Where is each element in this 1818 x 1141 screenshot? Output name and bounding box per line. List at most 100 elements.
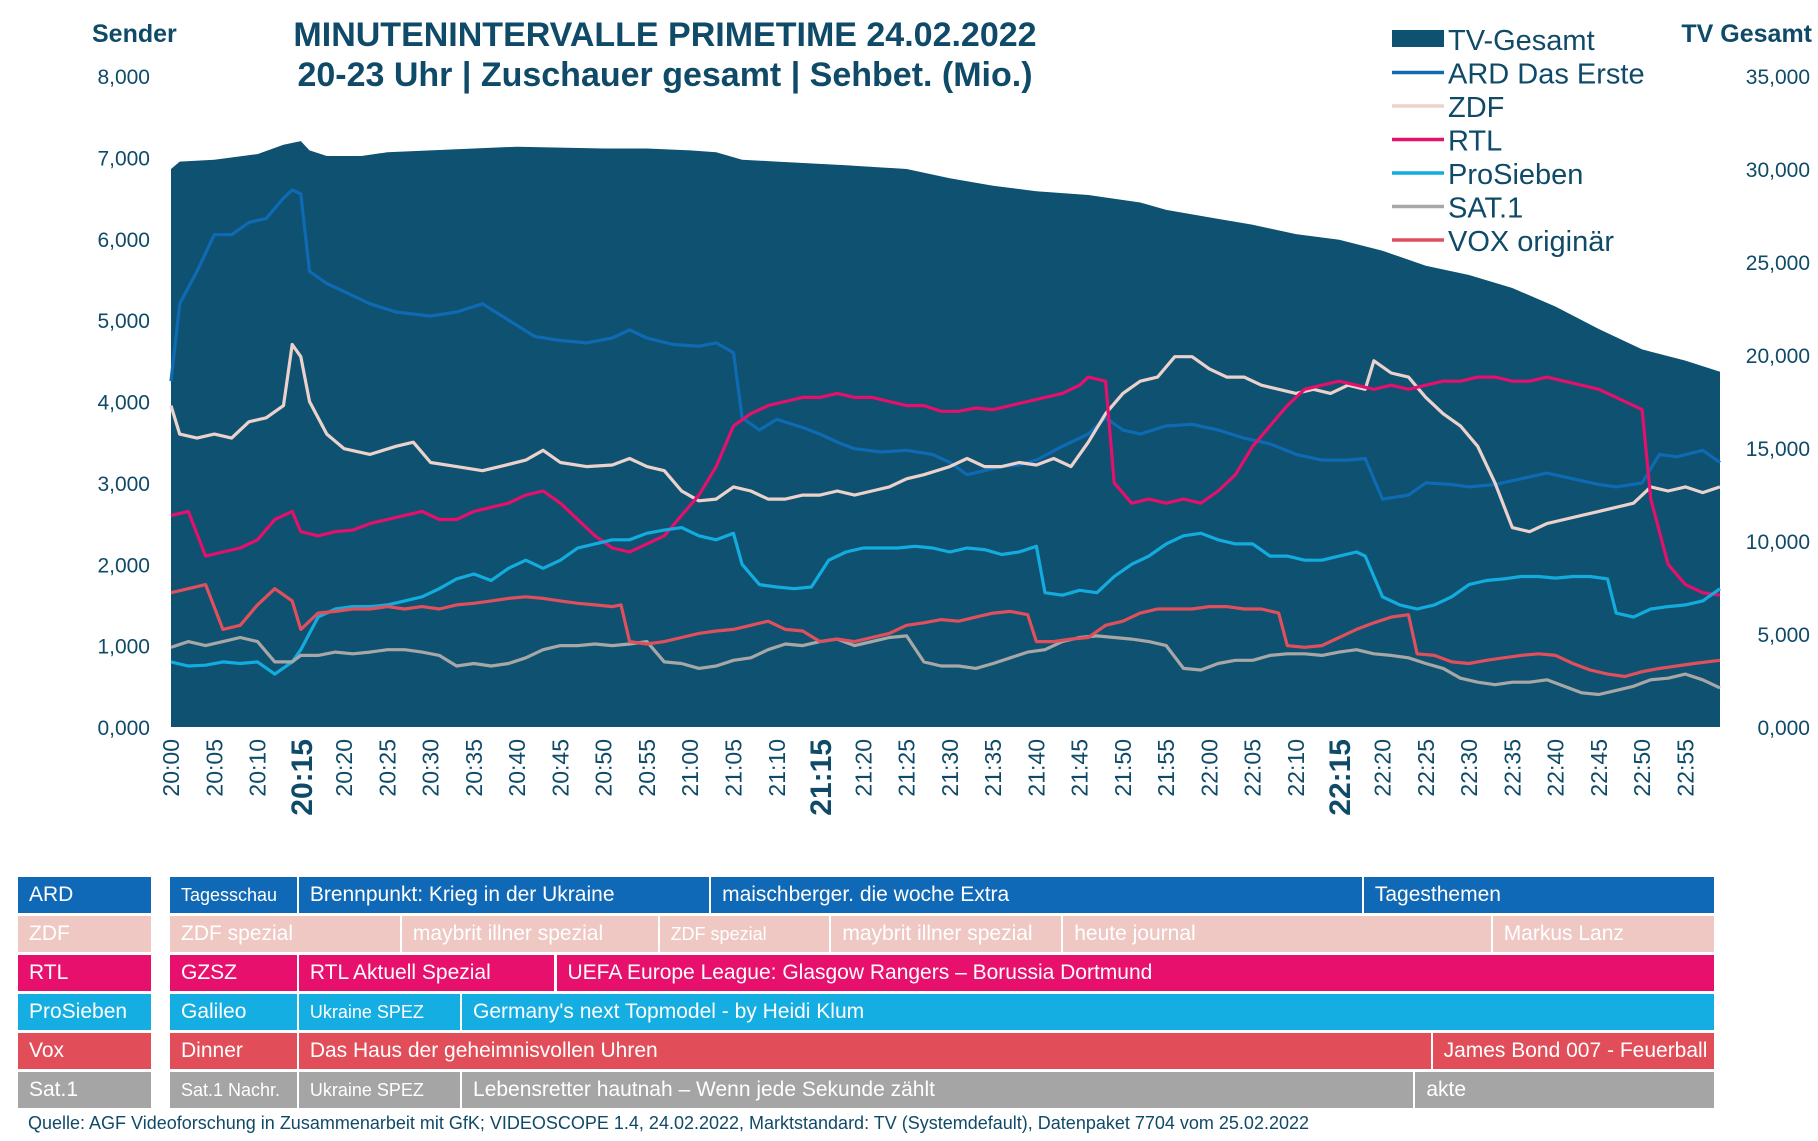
x-tick-label: 21:40 — [1023, 739, 1049, 797]
program-block: Brennpunkt: Krieg in der Ukraine — [298, 877, 710, 913]
y-left-tick-label: 1,000 — [97, 636, 150, 659]
series-line-prosieben — [170, 525, 1721, 676]
channel-label: RTL — [18, 955, 151, 991]
x-tick-label: 22:40 — [1543, 739, 1569, 797]
y-right-tick-label: 5,000 — [1757, 624, 1810, 647]
channel-label: ARD — [18, 877, 151, 913]
x-tick-label: 22:20 — [1370, 739, 1396, 797]
program-block: ZDF spezial — [659, 916, 830, 952]
legend-label-zdf: ZDF — [1448, 92, 1504, 124]
y-left-tick-label: 3,000 — [97, 473, 150, 496]
series-line-vox-origin-r — [170, 582, 1721, 679]
legend-label-vox-origin-r: VOX originär — [1448, 226, 1614, 258]
x-tick-label: 22:35 — [1499, 739, 1525, 797]
program-block: Tagesschau — [170, 877, 297, 913]
chart-title: MINUTENINTERVALLE PRIMETIME 24.02.2022 — [293, 16, 1036, 54]
y-right-tick-label: 30,000 — [1746, 159, 1810, 182]
program-block: Markus Lanz — [1492, 916, 1714, 952]
program-block: Sat.1 Nachr. — [170, 1072, 297, 1108]
y-left-axis: 0,000 1,000 2,000 3,000 4,000 5,000 6,000 7,000… — [97, 66, 150, 740]
schedule-row-prosieben: ProSieben Galileo Ukraine SPEZ Germany's ne… — [18, 994, 1716, 1030]
y-right-tick-label: 25,000 — [1746, 252, 1810, 275]
program-block: UEFA Europe League: Glasgow Rangers – Bo… — [556, 955, 1714, 991]
program-block: James Bond 007 - Feuerball — [1432, 1033, 1714, 1069]
channel-label: Sat.1 — [18, 1072, 151, 1108]
y-right-tick-label: 20,000 — [1746, 345, 1810, 368]
legend-label-sat-1: SAT.1 — [1448, 193, 1523, 225]
program-block: Das Haus der geheimnisvollen Uhren — [298, 1033, 1431, 1069]
y-right-axis-title: TV Gesamt — [1681, 20, 1812, 48]
channel-label: ZDF — [18, 916, 151, 952]
schedule-row-rtl: RTL GZSZ RTL Aktuell Spezial UEFA Europe Le… — [18, 955, 1716, 991]
y-right-axis: 0,000 5,000 10,000 15,000 20,000 25,000 30,000… — [1746, 66, 1810, 740]
legend-label-rtl: RTL — [1448, 126, 1502, 158]
source-note: Quelle: AGF Videoforschung in Zusammenar… — [28, 1113, 1309, 1133]
series-line-zdf — [169, 342, 1721, 534]
x-tick-label: 21:25 — [894, 739, 920, 797]
y-right-tick-label: 35,000 — [1746, 66, 1810, 89]
x-tick-label: 20:10 — [245, 739, 271, 797]
x-tick-label: 21:55 — [1153, 739, 1179, 797]
program-block: heute journal — [1063, 916, 1491, 952]
program-block: Ukraine SPEZ — [298, 994, 461, 1030]
y-left-tick-label: 2,000 — [97, 554, 150, 577]
program-block: maischberger. die woche Extra — [711, 877, 1362, 913]
y-left-tick-label: 8,000 — [97, 66, 150, 89]
x-tick-label: 20:15 — [286, 739, 319, 816]
y-left-axis-title: Sender — [92, 20, 177, 48]
x-tick-label: 22:15 — [1324, 739, 1357, 816]
x-tick-label: 20:50 — [591, 739, 617, 797]
x-tick-label: 20:35 — [461, 739, 487, 797]
x-tick-label: 21:30 — [937, 739, 963, 797]
program-block: GZSZ — [170, 955, 297, 991]
program-block: Lebensretter hautnah – Wenn jede Sekunde… — [462, 1072, 1414, 1108]
x-tick-label: 22:45 — [1586, 739, 1612, 797]
plot-area — [169, 141, 1721, 728]
series-line-rtl — [170, 375, 1721, 597]
y-left-tick-label: 6,000 — [97, 229, 150, 252]
program-block: Ukraine SPEZ — [298, 1072, 461, 1108]
program-block: maybrit illner spezial — [401, 916, 658, 952]
y-left-tick-label: 7,000 — [97, 147, 150, 170]
program-block: Galileo — [170, 994, 297, 1030]
x-tick-label: 21:45 — [1067, 739, 1093, 797]
x-tick-label: 20:30 — [418, 739, 444, 797]
x-tick-label: 22:30 — [1456, 739, 1482, 797]
x-tick-label: 21:50 — [1110, 739, 1136, 797]
x-tick-label: 22:55 — [1672, 739, 1698, 797]
x-tick-label: 20:00 — [158, 739, 184, 797]
channel-label: ProSieben — [18, 994, 151, 1030]
legend-label-ard-das-erste: ARD Das Erste — [1448, 59, 1645, 91]
x-tick-label: 21:20 — [850, 739, 876, 797]
y-right-tick-label: 15,000 — [1746, 438, 1810, 461]
program-block: maybrit illner spezial — [831, 916, 1062, 952]
x-tick-label: 21:05 — [720, 739, 746, 797]
x-tick-label: 20:20 — [331, 739, 357, 797]
y-left-tick-label: 4,000 — [97, 392, 150, 415]
y-left-tick-label: 5,000 — [97, 310, 150, 333]
program-block: Tagesthemen — [1363, 877, 1714, 913]
legend-label-prosieben: ProSieben — [1448, 159, 1583, 191]
y-right-tick-label: 10,000 — [1746, 531, 1810, 554]
x-tick-label: 20:45 — [547, 739, 573, 797]
program-block: Germany's next Topmodel - by Heidi Klum — [462, 994, 1714, 1030]
schedule-row-zdf: ZDF ZDF spezial maybrit illner spezial ZDF … — [18, 916, 1716, 952]
x-tick-label: 22:50 — [1629, 739, 1655, 797]
program-block: Dinner — [170, 1033, 297, 1069]
x-axis: 20:00 20:05 20:10 20:15 20:20 20:25 20:30 20:35… — [158, 739, 1698, 816]
x-tick-label: 20:55 — [634, 739, 660, 797]
x-tick-label: 22:00 — [1196, 739, 1222, 797]
chart: MINUTENINTERVALLE PRIMETIME 24.02.2022 2… — [92, 16, 1813, 816]
legend-label-tv-gesamt: TV-Gesamt — [1448, 25, 1595, 57]
series-area-tv-gesamt — [171, 141, 1720, 728]
x-tick-label: 22:25 — [1413, 739, 1439, 797]
x-tick-label: 21:35 — [980, 739, 1006, 797]
program-block: ZDF spezial — [170, 916, 400, 952]
x-tick-label: 21:10 — [764, 739, 790, 797]
channel-label: Vox — [18, 1033, 151, 1069]
y-right-tick-label: 0,000 — [1757, 717, 1810, 740]
y-left-tick-label: 0,000 — [97, 717, 150, 740]
x-tick-label: 20:25 — [374, 739, 400, 797]
x-tick-label: 21:15 — [805, 739, 838, 816]
